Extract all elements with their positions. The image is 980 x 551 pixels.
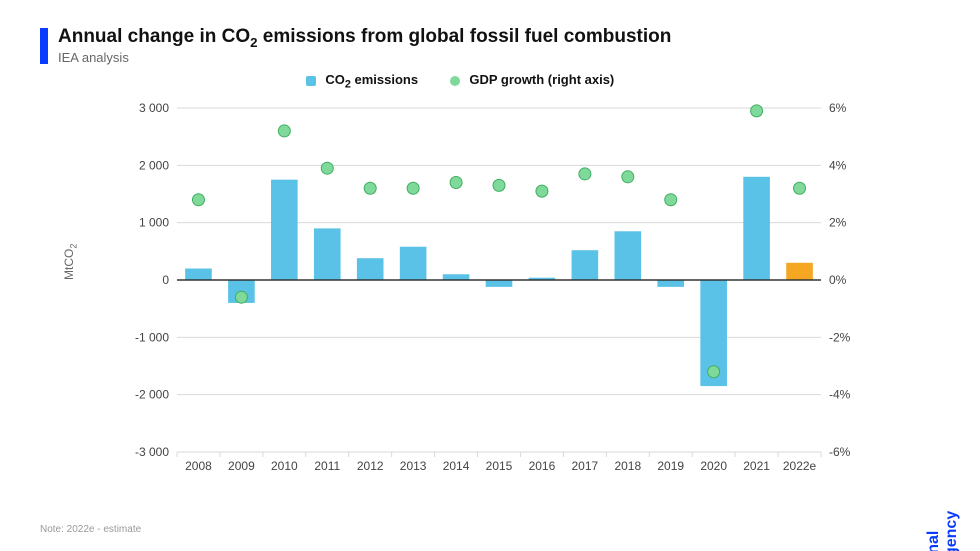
y-axis-left-label: MtCO2 [62,244,78,280]
svg-text:2008: 2008 [185,459,212,473]
gdp-dot [708,366,720,378]
legend-bar-pre: CO [325,72,345,87]
accent-bar [40,28,48,64]
svg-text:2017: 2017 [572,459,599,473]
svg-text:-2 000: -2 000 [135,388,169,402]
svg-text:2%: 2% [829,216,847,230]
gdp-dot [235,291,247,303]
gdp-dot [192,194,204,206]
svg-text:2015: 2015 [486,459,513,473]
bar [572,250,599,280]
svg-text:2021: 2021 [743,459,770,473]
bar [443,274,470,280]
branding-line1: International [925,531,942,551]
svg-text:2018: 2018 [614,459,641,473]
branding: International Energy Agency [925,511,962,551]
svg-text:2 000: 2 000 [139,158,169,172]
gdp-dot [536,185,548,197]
gdp-dot [321,162,333,174]
circle-icon [450,76,460,86]
svg-text:2013: 2013 [400,459,427,473]
legend-bar-post: emissions [351,72,418,87]
ylabel-left-sub: 2 [68,244,78,249]
svg-text:-1 000: -1 000 [135,330,169,344]
svg-text:2016: 2016 [529,459,556,473]
legend: CO2 emissions GDP growth (right axis) [0,72,920,91]
gdp-dot [794,182,806,194]
svg-text:2020: 2020 [700,459,727,473]
svg-text:-3 000: -3 000 [135,445,169,459]
chart-area: -3 000 -2 000 -1 000 0 1 000 2 000 3 000 -6% -4%… [125,100,865,480]
legend-item-dots: GDP growth (right axis) [450,72,615,87]
svg-text:-4%: -4% [829,388,851,402]
branding-line2: Energy Agency [944,511,961,551]
svg-text:2012: 2012 [357,459,384,473]
chart-title: Annual change in CO2 emissions from glob… [58,26,671,50]
title-pre: Annual change in CO [58,26,250,47]
bar [185,269,212,280]
gdp-dot [364,182,376,194]
bar [357,258,384,280]
svg-text:2009: 2009 [228,459,255,473]
title-sub: 2 [250,35,257,50]
bar [314,228,341,280]
gdp-dot [579,168,591,180]
gdp-dot [751,105,763,117]
ylabel-left-pre: MtCO [62,249,76,280]
gdp-dot [407,182,419,194]
bar [400,247,427,280]
svg-text:2022e: 2022e [783,459,817,473]
gdp-dot [665,194,677,206]
svg-text:4%: 4% [829,158,847,172]
chart-subtitle: IEA analysis [58,50,129,65]
svg-text:2010: 2010 [271,459,298,473]
gdp-dot [622,171,634,183]
svg-text:3 000: 3 000 [139,101,169,115]
page-root: Annual change in CO2 emissions from glob… [0,0,980,551]
bar [486,280,513,287]
svg-text:2019: 2019 [657,459,684,473]
svg-text:-6%: -6% [829,445,851,459]
bar [657,280,684,287]
svg-text:0%: 0% [829,273,847,287]
svg-text:1 000: 1 000 [139,216,169,230]
svg-text:2011: 2011 [314,459,340,473]
bar [271,180,298,280]
bar [614,231,641,280]
chart-svg: -3 000 -2 000 -1 000 0 1 000 2 000 3 000 -6% -4%… [125,100,865,480]
legend-dot-label: GDP growth (right axis) [469,72,614,87]
legend-item-bars: CO2 emissions [306,72,418,91]
gdp-dot [493,179,505,191]
svg-text:0: 0 [162,273,169,287]
square-icon [306,76,316,86]
footnote: Note: 2022e - estimate [40,524,141,535]
svg-text:2014: 2014 [443,459,470,473]
title-post: emissions from global fossil fuel combus… [258,26,672,47]
gdp-dot [450,177,462,189]
svg-text:-2%: -2% [829,330,851,344]
gdp-dot [278,125,290,137]
svg-text:6%: 6% [829,101,847,115]
bar [786,263,813,280]
bar [743,177,770,280]
